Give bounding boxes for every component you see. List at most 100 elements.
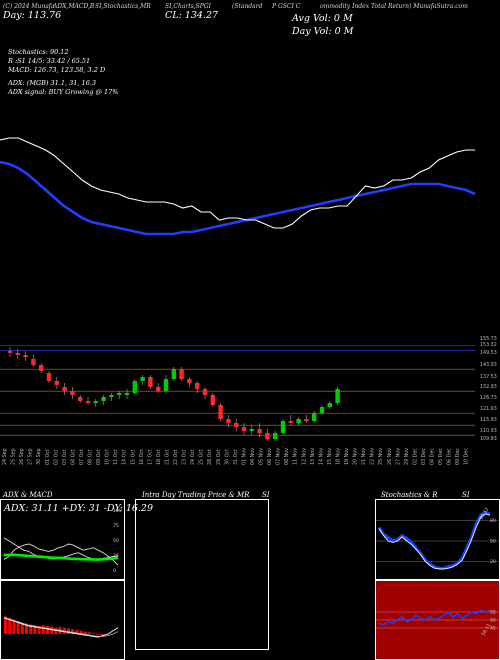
date-tick-label: 26 Nov [387, 448, 393, 465]
price-line [0, 137, 475, 229]
date-tick-label: 26 Sep [19, 448, 25, 465]
date-tick-label: 14 Oct [122, 449, 128, 465]
date-tick-label: 11 Oct [113, 449, 119, 465]
macd-frame [0, 580, 125, 660]
macd-panel [0, 580, 125, 660]
candle [54, 381, 59, 385]
stoch-tick-label: 50 [490, 539, 496, 545]
rsi-tick-label: 45 [490, 626, 496, 632]
stochastics-value: Stochastics: 90.12 [8, 48, 69, 56]
date-tick-label: 31 Oct [233, 449, 239, 465]
date-tick-label: 13 Nov [310, 448, 316, 465]
macd-signal-line [3, 616, 119, 637]
candle [171, 369, 176, 379]
date-tick-label: 27 Nov [395, 448, 401, 465]
candle [319, 407, 325, 413]
candle [124, 393, 130, 395]
candlesticks [7, 347, 340, 441]
date-tick-label: 22 Oct [173, 449, 179, 465]
price-tick-label: 137.53 [480, 374, 497, 380]
price-tick-label: 149.53 [480, 350, 497, 356]
price-tick-label: 126.73 [480, 395, 497, 401]
candle [265, 433, 270, 439]
candle [23, 355, 28, 357]
date-tick-label: 30 Sep [36, 448, 42, 465]
price-tick-label: 109.93 [480, 436, 497, 442]
macd-hist-bar [37, 626, 41, 634]
date-tick-label: 06 Nov [267, 448, 273, 465]
date-tick-label: 03 Oct [62, 449, 68, 465]
header-munafa: (C) 2024 Munafa [3, 3, 55, 10]
candle [304, 419, 309, 421]
candle [195, 383, 200, 389]
candle [163, 379, 169, 391]
date-tick-label: 04 Dec [430, 448, 436, 465]
header-standard: (Standard [232, 3, 263, 10]
date-tick-label: 28 Oct [207, 449, 213, 465]
macd-value: MACD: 126.73, 123.58, 3.2 D [8, 66, 106, 74]
adx-tick-label: 50 [113, 538, 119, 544]
candle [288, 421, 293, 423]
date-tick-label: 11 Nov [293, 448, 299, 465]
date-tick-label: 30 Oct [224, 449, 230, 465]
date-tick-label: 25 Sep [11, 448, 17, 465]
header-gsci: P GSCI C [272, 3, 301, 10]
macd-hist-bar [25, 623, 28, 634]
date-tick-label: 15 Nov [327, 448, 333, 465]
adx-tick-label: 100 [113, 508, 122, 514]
candle [117, 393, 122, 395]
candle [31, 359, 36, 365]
date-tick-label: 17 Oct [147, 449, 153, 465]
adx-value: ADX: (MGB) 31.1, 31, 16.3 [8, 79, 97, 87]
price-tick-label: 132.93 [480, 384, 497, 390]
date-tick-label: 29 Nov [404, 448, 410, 465]
price-tick-label: 121.93 [480, 406, 497, 412]
price-lines [0, 137, 476, 236]
rsi-tick-label: 55 [490, 610, 496, 616]
date-tick-label: 12 Nov [301, 448, 307, 465]
macd-hist-bar [12, 619, 16, 634]
candle [296, 419, 301, 423]
date-tick-label: 18 Oct [156, 449, 162, 465]
date-tick-label: 22 Nov [370, 448, 376, 465]
date-tick-label: 10 Dec [464, 448, 470, 465]
candle [78, 397, 83, 401]
candle [132, 381, 137, 393]
candle [210, 395, 215, 405]
date-tick-label: 14 Nov [318, 448, 324, 465]
candle [179, 369, 184, 379]
price-tick-label: 115.93 [480, 417, 497, 423]
macd-hist-bar [8, 618, 12, 634]
stoch-panel-title-2: SI [462, 491, 470, 499]
macd-hist-bar [100, 634, 104, 636]
rsi-value: R :S1 14/5: 33.42 / 65.51 [8, 57, 91, 65]
intraday-panel-title: Intra Day Trading Price & MR [142, 491, 250, 499]
stoch-d-line [378, 513, 491, 570]
stoch-panel-title: Stochastics & R [381, 491, 438, 499]
adx-panel-title: ADX & MACD [3, 491, 53, 499]
date-tick-label: 18 Nov [335, 448, 341, 465]
stoch-current-label: 90.12 [479, 507, 491, 521]
date-tick-label: 25 Oct [199, 449, 205, 465]
date-tick-label: 04 Oct [70, 449, 76, 465]
adx-frame [0, 499, 125, 580]
macd-hist-bar [92, 633, 96, 634]
macd-hist-bar [41, 625, 45, 634]
candle [93, 401, 98, 403]
candle [46, 373, 52, 381]
candle [15, 353, 20, 355]
date-tick-label: 21 Nov [361, 448, 367, 465]
date-tick-label: 24 Oct [190, 449, 196, 465]
minus-di-line [3, 543, 119, 566]
candle [218, 405, 223, 419]
candle [156, 387, 161, 391]
candle [70, 391, 75, 395]
macd-hist-bar [67, 628, 70, 634]
intraday-panel-title-2: SI [262, 491, 270, 499]
date-tick-label: 27 Sep [28, 448, 34, 465]
candle [280, 421, 286, 433]
price-tick-label: 153.32 [480, 342, 497, 348]
date-tick-label: 04 Nov [250, 448, 256, 465]
date-tick-label: 03 Dec [421, 448, 427, 465]
